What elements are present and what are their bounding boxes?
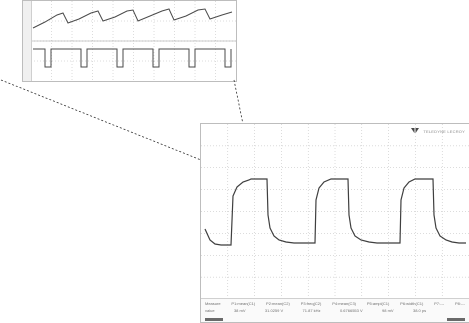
status-label: Measure — [205, 301, 221, 306]
status-label: P1:mean(C1) — [231, 301, 256, 306]
zoomed-sawtooth-trace — [32, 8, 233, 29]
status-value: 71.87 kHz — [302, 308, 321, 313]
status-value: 98 mV — [382, 308, 394, 313]
status-value: 0.6766553 V — [339, 308, 363, 313]
status-value: value — [205, 308, 215, 313]
scope-plot — [201, 124, 469, 299]
status-footer-left — [205, 318, 223, 321]
status-footer-right — [447, 318, 465, 321]
status-label: P7:--- — [434, 301, 445, 306]
zoomed-waveform-plot — [31, 1, 236, 81]
status-labels-row: Measure P1:mean(C1) P2:mean(C2) P3:freq(… — [201, 299, 469, 306]
status-footer — [201, 318, 469, 322]
zoomed-square-trace — [33, 48, 232, 68]
status-label: P4:mean(C3) — [332, 301, 357, 306]
status-label: P5:ampl(C1) — [366, 301, 390, 306]
status-values-row: value 38 mV 31.0259 V 71.87 kHz 0.676655… — [201, 306, 469, 313]
zoomed-waveform-panel — [22, 0, 237, 82]
measurement-status-bar: Measure P1:mean(C1) P2:mean(C2) P3:freq(… — [201, 298, 469, 322]
inset-channel-strip — [23, 1, 32, 81]
status-value: 31.0259 V — [264, 308, 284, 313]
status-value: 38 mV — [233, 308, 246, 313]
oscilloscope-screen: TELEDYNE LECROY Measure P1:mean(C1) P2:m… — [200, 123, 469, 323]
scope-grid — [201, 124, 469, 299]
status-label: P2:mean(C2) — [266, 301, 290, 306]
status-label: P8:--- — [454, 301, 465, 306]
brand-text: TELEDYNE LECROY — [423, 128, 465, 134]
status-label: P3:freq(C2) — [300, 301, 322, 306]
brand: TELEDYNE LECROY — [411, 128, 465, 134]
teledyne-lecroy-logo — [411, 128, 420, 134]
status-label: P6:width(C1) — [400, 301, 424, 306]
main-waveform-trace — [204, 178, 466, 246]
status-value: 38.0 ps — [412, 308, 427, 313]
